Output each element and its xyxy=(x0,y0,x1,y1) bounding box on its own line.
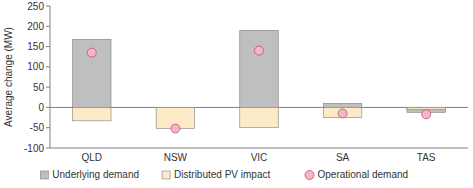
y-tick xyxy=(46,66,50,67)
x-tick-label: SA xyxy=(336,152,350,163)
y-tick-label: 200 xyxy=(27,21,44,32)
y-tick xyxy=(46,46,50,47)
marks xyxy=(73,30,446,133)
point xyxy=(171,124,180,133)
legend-swatch xyxy=(162,171,170,179)
legend-label: Distributed PV impact xyxy=(174,169,270,180)
y-tick xyxy=(46,127,50,128)
bar xyxy=(323,107,361,117)
y-tick-label: -50 xyxy=(30,122,45,133)
y-tick-label: 250 xyxy=(27,1,44,12)
x-tick-label: TAS xyxy=(417,152,436,163)
bar xyxy=(73,107,111,120)
bar xyxy=(323,103,361,107)
point xyxy=(338,109,347,118)
chart: -100 -50 0 50 100 150 200 250 Average change (MW… xyxy=(0,0,473,188)
y-tick xyxy=(46,6,50,7)
y-tick-label: 50 xyxy=(33,82,45,93)
y-axis xyxy=(50,6,51,148)
bar xyxy=(73,39,111,107)
bar xyxy=(407,107,445,109)
legend-label: Operational demand xyxy=(318,169,409,180)
y-tick-label: 100 xyxy=(27,61,44,72)
legend-swatch xyxy=(305,171,314,180)
y-tick-label: 0 xyxy=(38,102,44,113)
y-tick xyxy=(46,87,50,88)
y-axis-label: Average change (MW) xyxy=(3,27,14,127)
legend-label: Underlying demand xyxy=(52,169,139,180)
x-tick-label: VIC xyxy=(251,152,268,163)
x-axis xyxy=(50,148,468,149)
bar xyxy=(240,30,278,107)
x-tick-label: QLD xyxy=(82,152,103,163)
y-tick-label: -100 xyxy=(24,143,44,154)
y-tick xyxy=(46,26,50,27)
y-tick-label: 150 xyxy=(27,41,44,52)
point xyxy=(87,48,96,57)
y-tick xyxy=(46,107,50,108)
legend-swatch xyxy=(40,171,48,179)
bar xyxy=(240,107,278,127)
point xyxy=(255,46,264,55)
x-tick-label: NSW xyxy=(164,152,188,163)
y-tick xyxy=(46,148,50,149)
point xyxy=(422,110,431,119)
